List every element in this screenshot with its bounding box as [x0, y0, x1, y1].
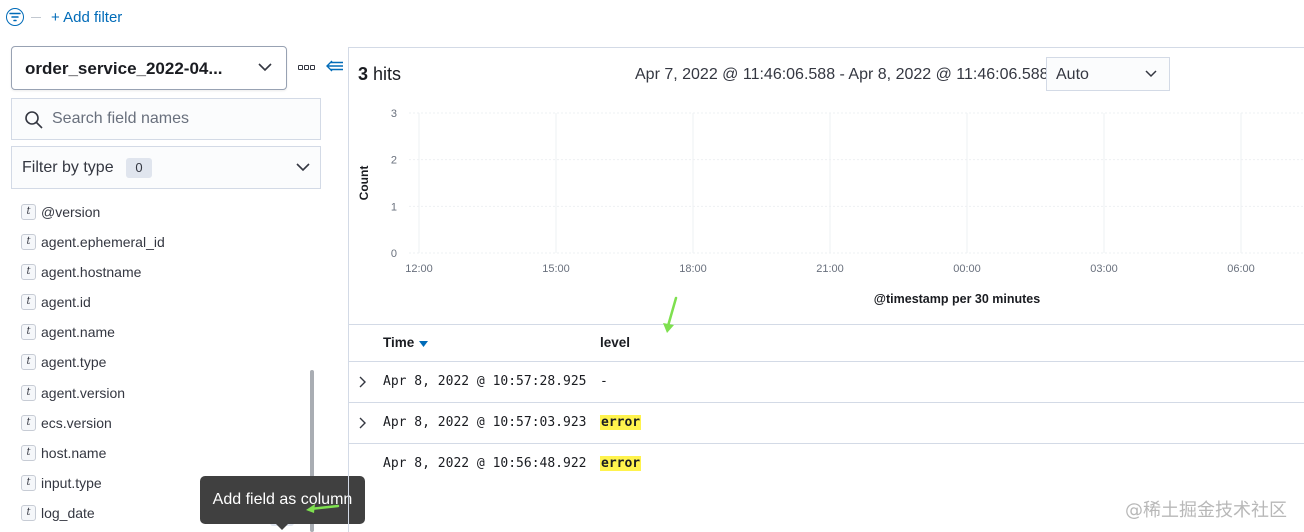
- string-type-icon: t: [21, 415, 36, 431]
- string-type-icon: t: [21, 385, 36, 401]
- string-type-icon: t: [21, 475, 36, 491]
- search-icon: [25, 111, 43, 129]
- field-item[interactable]: t agent.ephemeral_id: [0, 227, 300, 257]
- field-item[interactable]: t input.type: [0, 468, 300, 498]
- annotation-arrow-icon: [306, 504, 340, 513]
- filter-icon[interactable]: [6, 8, 24, 26]
- x-tick-label: 06:00: [1227, 263, 1255, 275]
- field-name: agent.type: [41, 354, 107, 370]
- table-row[interactable]: Apr 8, 2022 @ 10:56:48.922 error: [349, 444, 1304, 485]
- discover-main: 3 hits Apr 7, 2022 @ 11:46:06.588 - Apr …: [348, 47, 1304, 532]
- field-name: log_date: [41, 505, 95, 521]
- field-name: agent.version: [41, 385, 126, 401]
- field-search: [11, 98, 321, 140]
- tooltip: Add field as column: [200, 476, 365, 530]
- collapse-sidebar-icon[interactable]: [326, 59, 344, 73]
- index-pattern-label: order_service_2022-04...: [25, 59, 223, 78]
- string-type-icon: t: [21, 204, 36, 220]
- add-filter-button[interactable]: + Add filter: [51, 9, 123, 26]
- chevron-right-icon[interactable]: [358, 417, 366, 429]
- x-tick-label: 03:00: [1090, 263, 1118, 275]
- field-item[interactable]: t @version: [0, 197, 300, 227]
- field-name: input.type: [41, 475, 102, 491]
- string-type-icon: t: [21, 324, 36, 340]
- more-options-icon[interactable]: [298, 65, 315, 70]
- hits-number: 3: [358, 64, 369, 84]
- filter-by-type-button[interactable]: Filter by type 0: [11, 146, 321, 189]
- y-axis-label: Count: [357, 166, 371, 201]
- cell-time: Apr 8, 2022 @ 10:57:03.923: [383, 415, 587, 430]
- filter-bar: + Add filter: [0, 0, 1304, 40]
- field-name: agent.name: [41, 324, 115, 340]
- field-name: agent.ephemeral_id: [41, 234, 165, 250]
- cell-level: error: [600, 415, 642, 430]
- x-tick-label: 18:00: [679, 263, 707, 275]
- column-header-level[interactable]: level: [600, 335, 631, 350]
- cell-level: error: [600, 456, 642, 471]
- field-item[interactable]: t agent.type: [0, 347, 300, 377]
- cell-time: Apr 8, 2022 @ 10:56:48.922: [383, 456, 587, 471]
- x-tick-label: 12:00: [405, 263, 433, 275]
- field-name: agent.hostname: [41, 264, 142, 280]
- y-tick-label: 1: [391, 201, 397, 213]
- interval-select[interactable]: Auto: [1046, 57, 1170, 91]
- hits-count: 3 hits: [358, 64, 401, 85]
- field-item[interactable]: t agent.version: [0, 378, 300, 408]
- watermark: @稀土掘金技术社区: [1125, 500, 1287, 521]
- field-name: host.name: [41, 445, 107, 461]
- string-type-icon: t: [21, 505, 36, 521]
- field-sidebar: order_service_2022-04... Filter by type …: [0, 40, 365, 532]
- chevron-down-icon: [296, 163, 310, 172]
- x-axis-label: @timestamp per 30 minutes: [874, 292, 1040, 306]
- field-name: agent.id: [41, 294, 91, 310]
- hits-label: hits: [373, 64, 402, 84]
- string-type-icon: t: [21, 354, 36, 370]
- chevron-right-icon[interactable]: [358, 376, 366, 388]
- string-type-icon: t: [21, 445, 36, 461]
- x-tick-label: 15:00: [542, 263, 570, 275]
- table-row[interactable]: Apr 8, 2022 @ 10:57:28.925 -: [349, 362, 1304, 403]
- index-pattern-select[interactable]: order_service_2022-04...: [11, 46, 287, 90]
- y-tick-label: 3: [391, 108, 397, 120]
- field-item[interactable]: t agent.id: [0, 287, 300, 317]
- search-field-input[interactable]: [52, 108, 302, 130]
- x-tick-label: 00:00: [953, 263, 981, 275]
- filter-count-badge: 0: [126, 158, 152, 178]
- field-item[interactable]: t log_date: [0, 498, 300, 528]
- string-type-icon: t: [21, 264, 36, 280]
- filter-by-type-label: Filter by type: [22, 159, 114, 176]
- string-type-icon: t: [21, 294, 36, 310]
- chevron-down-icon: [1145, 70, 1157, 78]
- string-type-icon: t: [21, 234, 36, 250]
- annotation-arrow-icon: [663, 296, 678, 333]
- interval-label: Auto: [1056, 66, 1089, 83]
- field-item[interactable]: t ecs.version: [0, 408, 300, 438]
- field-item[interactable]: t host.name: [0, 438, 300, 468]
- table-header: Time level: [349, 324, 1304, 362]
- histogram-chart[interactable]: 0 1 2 3 12:00 15:00 18:00 21:00 00:00 03:00 06:00 C…: [349, 103, 1304, 318]
- y-tick-label: 2: [391, 155, 397, 167]
- time-range[interactable]: Apr 7, 2022 @ 11:46:06.588 - Apr 8, 2022…: [635, 66, 1049, 83]
- sidebar-scrollbar[interactable]: [310, 370, 314, 532]
- field-name: ecs.version: [41, 415, 112, 431]
- x-tick-label: 21:00: [816, 263, 844, 275]
- divider: [31, 17, 41, 18]
- field-item[interactable]: t agent.hostname: [0, 257, 300, 287]
- cell-time: Apr 8, 2022 @ 10:57:28.925: [383, 374, 587, 389]
- chevron-down-icon: [258, 63, 272, 72]
- field-name: @version: [41, 204, 101, 220]
- y-tick-label: 0: [391, 248, 397, 260]
- sort-descending-icon[interactable]: [419, 341, 428, 347]
- cell-level: -: [600, 374, 608, 389]
- field-item[interactable]: t agent.name: [0, 317, 300, 347]
- table-row[interactable]: Apr 8, 2022 @ 10:57:03.923 error: [349, 403, 1304, 444]
- column-header-time[interactable]: Time: [383, 335, 415, 350]
